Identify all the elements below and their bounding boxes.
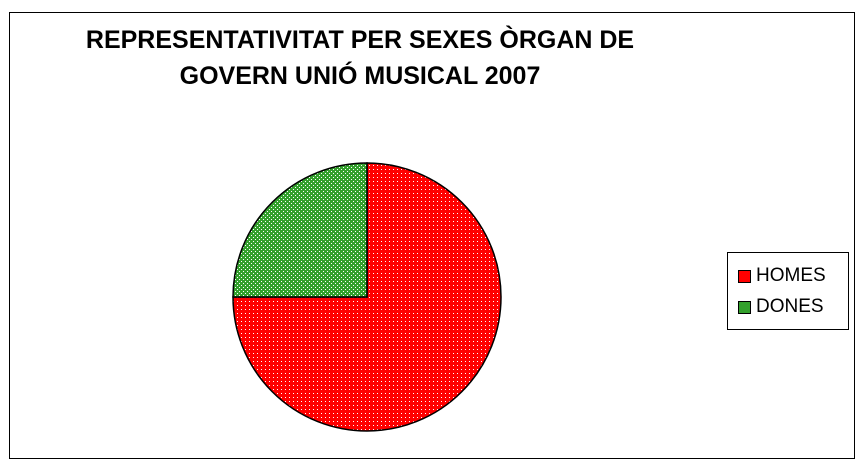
chart-title-line-1: REPRESENTATIVITAT PER SEXES ÒRGAN DE — [85, 26, 635, 54]
legend-item-dones: DONES — [738, 293, 824, 321]
legend-swatch-homes — [738, 269, 751, 283]
legend-swatch-dones — [738, 300, 751, 314]
legend-label-homes: HOMES — [756, 265, 826, 286]
legend-label-dones: DONES — [756, 296, 824, 317]
chart-title: REPRESENTATIVITAT PER SEXES ÒRGAN DE GOV… — [0, 22, 720, 94]
legend-item-homes: HOMES — [738, 262, 826, 290]
legend: HOMES DONES — [727, 252, 849, 330]
pie-slice-dones — [232, 162, 368, 298]
chart-title-line-2: GOVERN UNIÓ MUSICAL 2007 — [179, 62, 541, 90]
